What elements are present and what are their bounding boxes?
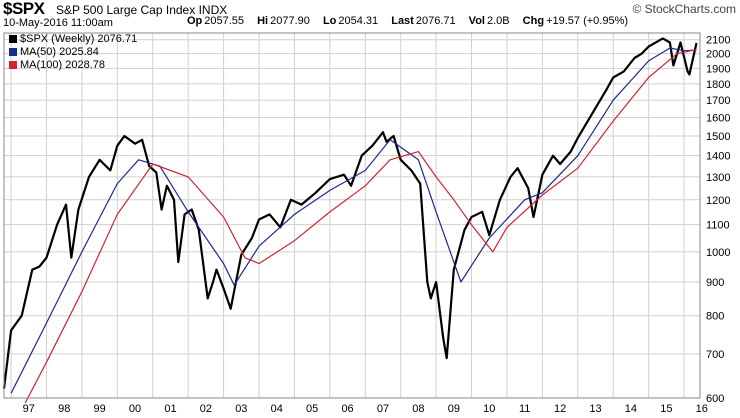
y-tick-label: 1700 bbox=[706, 95, 730, 107]
x-tick-label: 06 bbox=[341, 403, 353, 415]
plot-area bbox=[4, 33, 700, 398]
price-swatch bbox=[9, 35, 17, 44]
index-name: S&P 500 Large Cap Index INDX bbox=[56, 3, 227, 17]
legend-price-label: $SPX (Weekly) 2076.71 bbox=[20, 33, 138, 45]
y-tick-label: 900 bbox=[706, 277, 724, 289]
ma100-line bbox=[24, 49, 697, 404]
legend-ma50: MA(50) 2025.84 bbox=[9, 46, 99, 58]
high-value: 2077.90 bbox=[270, 15, 310, 27]
y-tick-label: 1500 bbox=[706, 131, 730, 143]
stockcharts-watermark: © StockCharts.com bbox=[632, 2, 736, 16]
legend-ma50-label: MA(50) 2025.84 bbox=[20, 46, 99, 58]
y-tick-label: 1200 bbox=[706, 195, 730, 207]
quote-date: 10-May-2016 11:00am bbox=[3, 17, 113, 29]
x-tick-label: 13 bbox=[589, 403, 601, 415]
x-tick-label: 05 bbox=[306, 403, 318, 415]
index-full-name: S&P 500 Large Cap Index bbox=[56, 3, 196, 17]
open-label: Op bbox=[187, 15, 203, 27]
x-tick-label: 01 bbox=[164, 403, 176, 415]
x-tick-label: 09 bbox=[448, 403, 460, 415]
symbol-title: $SPX bbox=[3, 0, 45, 18]
last-label: Last bbox=[391, 15, 414, 27]
x-tick-label: 12 bbox=[554, 403, 566, 415]
legend-ma100: MA(100) 2028.78 bbox=[9, 59, 105, 71]
price-line bbox=[2, 37, 698, 389]
y-tick-label: 1600 bbox=[706, 112, 730, 124]
x-tick-label: 04 bbox=[271, 403, 283, 415]
y-tick-label: 1300 bbox=[706, 172, 730, 184]
last-value: 2076.71 bbox=[415, 15, 456, 27]
x-tick-label: 11 bbox=[519, 403, 530, 415]
quote-stats: Op 2057.55 Hi 2077.90 Lo 2054.31 Last 2076.7… bbox=[187, 15, 628, 27]
high-label: Hi bbox=[257, 15, 269, 27]
vol-label: Vol bbox=[468, 15, 485, 27]
x-tick-label: 98 bbox=[58, 403, 70, 415]
x-tick-label: 07 bbox=[377, 403, 389, 415]
x-tick-label: 03 bbox=[235, 403, 247, 415]
y-tick-label: 700 bbox=[706, 349, 724, 361]
exchange-label: INDX bbox=[198, 3, 228, 17]
x-tick-label: 16 bbox=[696, 403, 708, 415]
x-tick-label: 99 bbox=[94, 403, 106, 415]
low-label: Lo bbox=[322, 15, 337, 27]
ma50-swatch bbox=[9, 48, 17, 57]
y-tick-label: 2100 bbox=[706, 35, 730, 47]
x-tick-label: 15 bbox=[660, 403, 672, 415]
vol-value: 2.0B bbox=[486, 15, 510, 27]
low-value: 2054.31 bbox=[338, 15, 379, 27]
x-tick-label: 14 bbox=[625, 403, 637, 415]
x-tick-label: 08 bbox=[412, 403, 424, 415]
legend-ma100-label: MA(100) 2028.78 bbox=[20, 59, 105, 71]
legend-price: $SPX (Weekly) 2076.71 bbox=[9, 33, 137, 45]
ma50-line bbox=[10, 47, 697, 394]
x-tick-label: 02 bbox=[200, 403, 212, 415]
y-tick-label: 600 bbox=[706, 393, 724, 405]
ma100-swatch bbox=[9, 61, 17, 70]
chg-value: +19.57 (+0.95%) bbox=[546, 15, 629, 27]
y-tick-label: 2000 bbox=[706, 49, 730, 61]
y-tick-label: 1100 bbox=[706, 220, 730, 232]
chg-label: Chg bbox=[522, 15, 545, 27]
x-tick-label: 10 bbox=[483, 403, 495, 415]
x-tick-label: 97 bbox=[23, 403, 35, 415]
y-tick-label: 1400 bbox=[706, 151, 730, 163]
y-tick-label: 1800 bbox=[706, 79, 730, 91]
x-tick-label: 00 bbox=[129, 403, 141, 415]
y-tick-label: 1900 bbox=[706, 63, 730, 75]
y-tick-label: 800 bbox=[706, 311, 724, 323]
open-value: 2057.55 bbox=[204, 15, 245, 27]
y-tick-label: 1000 bbox=[706, 247, 730, 259]
